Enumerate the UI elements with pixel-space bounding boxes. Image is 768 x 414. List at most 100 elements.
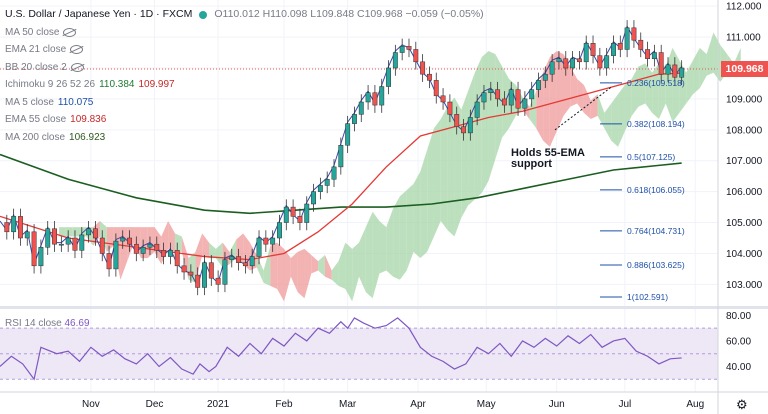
ichimoku-cloud-segment	[658, 63, 666, 119]
gear-icon[interactable]: ⚙	[736, 397, 748, 412]
bear-candle	[440, 95, 446, 103]
y-tick-label: 103.000	[726, 280, 763, 291]
ichimoku-cloud-segment	[72, 227, 80, 237]
ichimoku-cloud-segment	[590, 94, 598, 119]
ichimoku-cloud-segment	[263, 245, 271, 286]
ichimoku-cloud-segment	[256, 255, 264, 283]
bull-candle	[467, 117, 473, 134]
bear-candle	[590, 43, 596, 56]
ichimoku-cloud-segment	[529, 91, 537, 129]
ichimoku-cloud-segment	[413, 171, 421, 259]
legend-bb20[interactable]: BB 20 close 2	[5, 59, 484, 77]
bear-candle	[188, 271, 194, 276]
ichimoku-cloud-segment	[604, 103, 612, 141]
bear-candle	[617, 43, 623, 50]
ichimoku-cloud-segment	[99, 221, 107, 252]
ichimoku-cloud-segment	[120, 227, 128, 280]
legend-ema55[interactable]: EMA 55 close 109.836	[5, 114, 107, 125]
ichimoku-cloud-segment	[284, 248, 291, 302]
ichimoku-cloud-segment	[488, 51, 496, 181]
bear-candle	[433, 80, 439, 97]
ichimoku-cloud-segment	[706, 32, 714, 76]
y-tick-label: 105.000	[726, 218, 763, 229]
bear-candle	[501, 98, 507, 106]
hidden-eye-icon[interactable]	[70, 45, 84, 55]
fib-level-label: 0.236(109.518)	[627, 78, 685, 88]
bull-candle	[386, 67, 391, 87]
hidden-eye-icon[interactable]	[70, 62, 84, 72]
bull-candle	[508, 89, 514, 106]
bull-candle	[365, 92, 371, 103]
x-tick-label: Apr	[410, 399, 426, 410]
bull-candle	[624, 27, 630, 50]
bull-candle	[358, 101, 364, 115]
ichimoku-cloud-segment	[181, 236, 189, 280]
x-tick-label: Mar	[339, 399, 357, 410]
ichimoku-cloud-segment	[631, 66, 639, 116]
ichimoku-cloud-segment	[215, 242, 223, 268]
bull-candle	[331, 166, 337, 180]
ichimoku-cloud-segment	[352, 242, 359, 302]
bear-candle	[413, 49, 419, 63]
bull-candle	[79, 234, 85, 251]
legend-ema21[interactable]: EMA 21 close	[5, 41, 484, 59]
market-status-icon	[199, 10, 208, 19]
ichimoku-cloud-segment	[318, 255, 325, 277]
ichimoku-cloud-segment	[433, 119, 441, 237]
ichimoku-cloud-segment	[202, 233, 210, 259]
bear-candle	[631, 27, 637, 41]
ichimoku-cloud-segment	[59, 227, 66, 237]
bear-candle	[297, 216, 303, 223]
bull-candle	[570, 58, 576, 69]
fib-level-label: 0.5(107.125)	[627, 152, 675, 162]
bull-candle	[38, 247, 44, 267]
legend-ma50[interactable]: MA 50 close	[5, 24, 484, 42]
y-tick-label: 104.000	[726, 249, 763, 260]
bear-candle	[208, 262, 214, 279]
rsi-tick-label: 80.00	[726, 311, 751, 322]
ema55-line	[0, 72, 682, 261]
hidden-eye-icon[interactable]	[63, 27, 77, 37]
legend-ma200[interactable]: MA 200 close 106.923	[5, 131, 106, 143]
ichimoku-cloud-segment	[174, 233, 182, 252]
rsi-tick-label: 40.00	[726, 362, 751, 373]
bull-candle	[120, 237, 126, 242]
x-tick-label: Nov	[82, 399, 100, 410]
ichimoku-cloud-segment	[597, 94, 605, 129]
bull-candle	[11, 216, 17, 233]
ichimoku-cloud-segment	[65, 227, 73, 237]
bear-candle	[133, 243, 139, 254]
bull-candle	[65, 237, 71, 245]
bear-candle	[161, 250, 167, 257]
y-tick-label: 112.000	[726, 2, 762, 13]
ichimoku-cloud-segment	[474, 57, 482, 200]
ichimoku-cloud-segment	[427, 128, 434, 252]
ichimoku-cloud-segment	[652, 63, 659, 119]
bull-candle	[651, 52, 657, 59]
bull-candle	[665, 64, 671, 75]
ichimoku-cloud-segment	[624, 78, 632, 132]
legend-ichimoku[interactable]: Ichimoku 9 26 52 26 110.384 109.997	[5, 79, 175, 90]
ichimoku-cloud-segment	[440, 106, 448, 231]
bear-candle	[563, 58, 569, 69]
bull-candle	[536, 80, 541, 90]
ichimoku-cloud-segment	[399, 190, 407, 280]
x-tick-label: Dec	[146, 399, 164, 410]
bear-candle	[52, 228, 57, 245]
ichimoku-cloud-segment	[686, 60, 694, 104]
ichimoku-cloud-segment	[563, 54, 571, 116]
bull-candle	[556, 58, 562, 63]
ichimoku-cloud-segment	[481, 51, 489, 194]
bull-candle	[283, 206, 289, 223]
ichimoku-cloud-segment	[713, 32, 721, 82]
bear-candle	[236, 256, 242, 263]
rsi-legend[interactable]: RSI 14 close 46.69	[5, 318, 90, 329]
bull-candle	[345, 123, 351, 146]
bear-candle	[426, 73, 432, 81]
bull-candle	[270, 237, 276, 245]
ichimoku-cloud-segment	[495, 54, 503, 160]
legend-ma5[interactable]: MA 5 close 110.075	[5, 96, 94, 108]
bear-candle	[4, 222, 10, 233]
bear-candle	[454, 114, 460, 127]
